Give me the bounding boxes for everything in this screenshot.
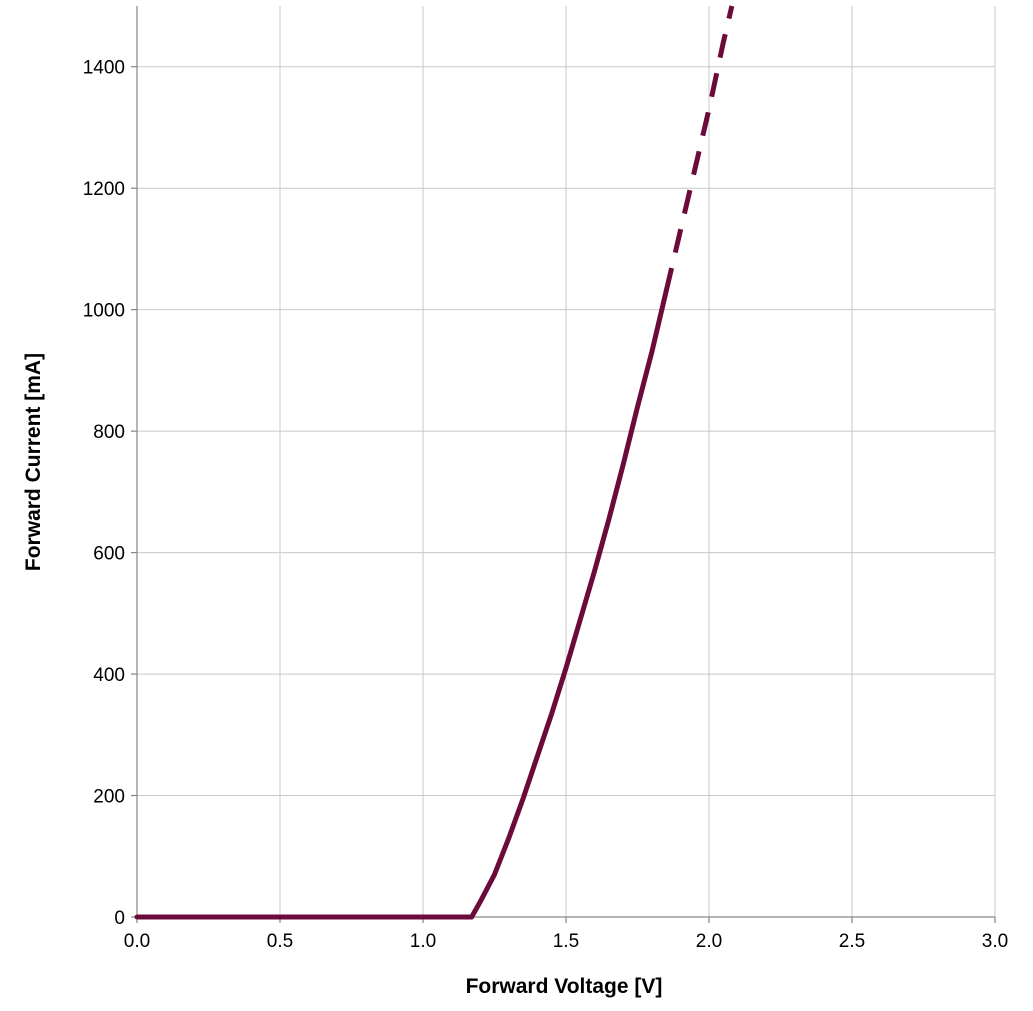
x-tick-label: 3.0 (982, 931, 1008, 952)
x-tick-label: 0.0 (124, 931, 150, 952)
y-tick-label: 1000 (83, 301, 125, 322)
y-tick-label: 800 (93, 422, 125, 443)
x-axis-title: Forward Voltage [V] (466, 975, 663, 998)
x-tick-label: 2.5 (839, 931, 865, 952)
x-tick-label: 1.0 (410, 931, 436, 952)
x-tick-label: 0.5 (267, 931, 293, 952)
tick-labels: 0.0 0.5 1.0 1.5 2.0 2.5 3.0 0 200 400 600 800 1000 12… (83, 58, 1008, 952)
x-tick-label: 1.5 (553, 931, 579, 952)
x-tick-label: 2.0 (696, 931, 722, 952)
series-line-dashed (663, 5, 735, 293)
series (134, 5, 735, 920)
y-tick-label: 400 (93, 665, 125, 686)
y-tick-label: 200 (93, 787, 125, 808)
y-tick-label: 1200 (83, 179, 125, 200)
y-tick-label: 1400 (83, 58, 125, 79)
axes (131, 6, 996, 923)
series-line-solid (134, 288, 669, 920)
y-axis-title: Forward Current [mA] (22, 353, 45, 571)
y-tick-label: 0 (114, 908, 125, 929)
grid (137, 6, 996, 917)
y-tick-label: 600 (93, 544, 125, 565)
